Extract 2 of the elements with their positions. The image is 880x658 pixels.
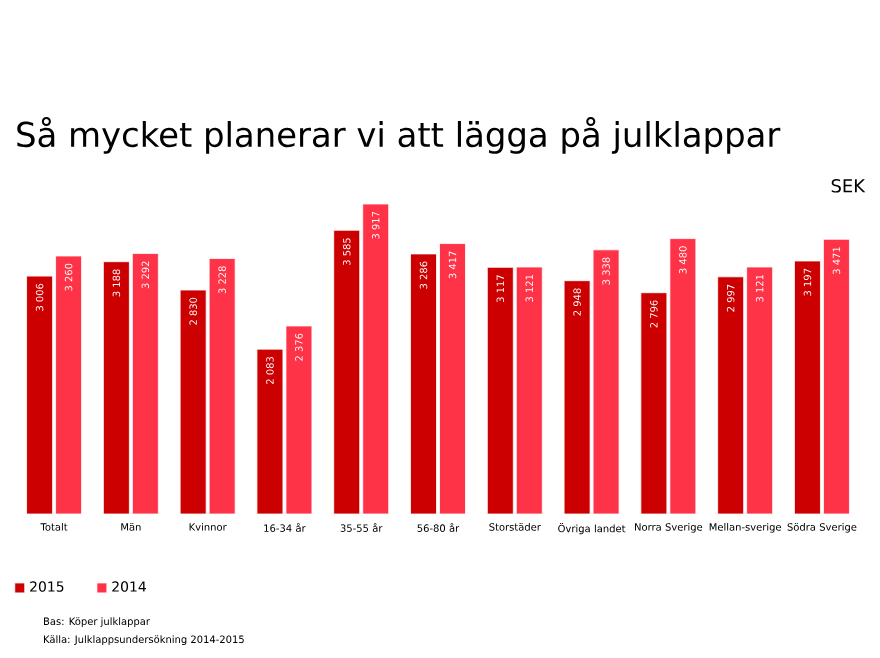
text: SEK [831, 179, 866, 193]
chart-title: Så mycket planerar vi att lägga på julklappar [17, 117, 781, 154]
